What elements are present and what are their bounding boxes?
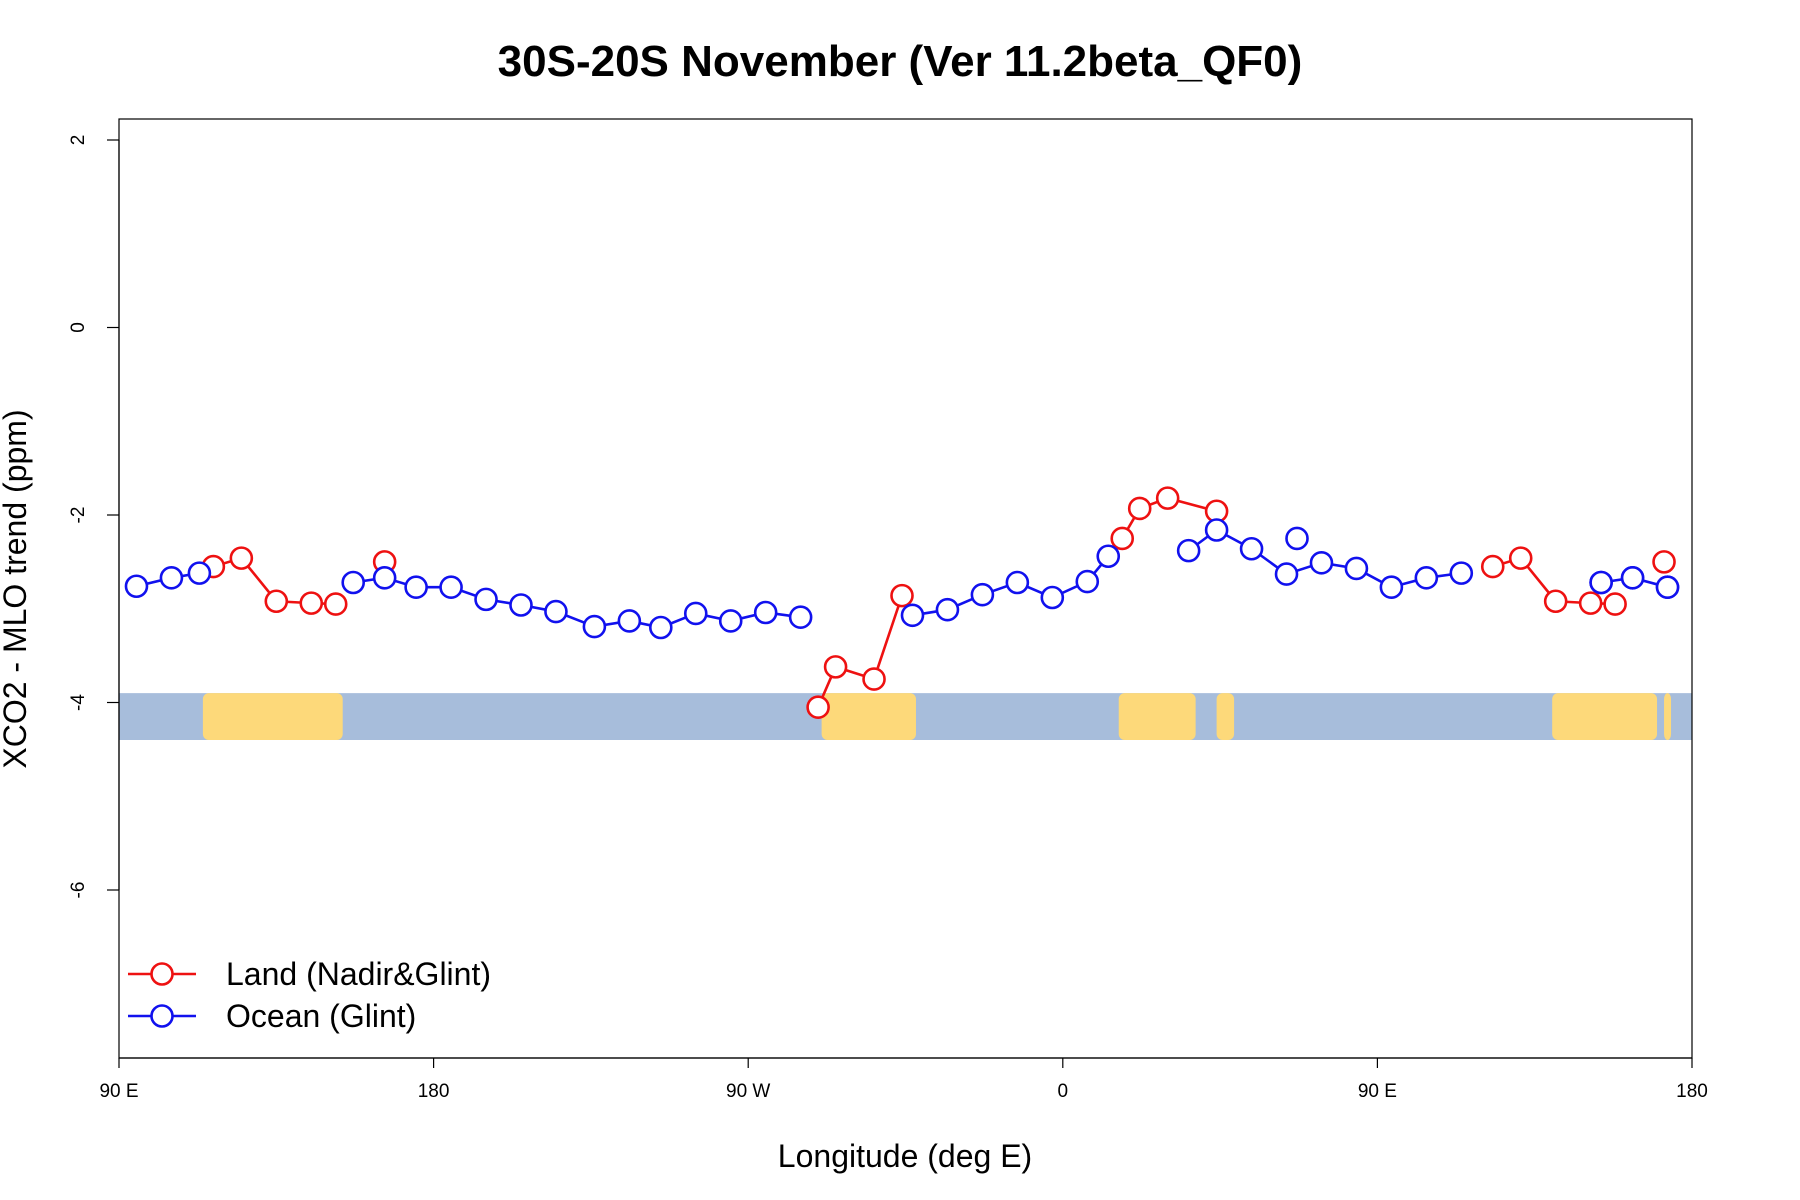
land-point-2-2 — [862, 667, 886, 691]
ocean-point-1-12 — [753, 600, 778, 625]
x-axis: 90 E 180 90 W 0 90 E 180 — [99, 1057, 1708, 1102]
ocean-point-0-1 — [159, 566, 184, 590]
legend-land-label: Land (Nadir&Glint) — [226, 956, 491, 992]
y-tick-label-0: 2 — [68, 135, 89, 146]
ocean-point-2-3 — [1005, 570, 1030, 595]
land-point-2-1 — [823, 655, 848, 679]
legend-ocean-marker — [150, 1004, 174, 1028]
land-point-wrap-0 — [1480, 554, 1505, 579]
map-band-land-6 — [1664, 693, 1672, 740]
ocean-point-1-3 — [439, 575, 463, 599]
map-band-land-0 — [202, 693, 343, 740]
x-tick-label-5: 180 — [1676, 1081, 1708, 1102]
ocean-point-1-10 — [683, 601, 708, 626]
y-axis-label: XCO2 - MLO trend (ppm) — [0, 409, 33, 768]
ocean-point-top-0 — [1589, 570, 1613, 595]
map-band-land-2 — [1118, 693, 1196, 740]
ocean-point-1-8 — [617, 609, 642, 633]
x-tick-label-3: 0 — [1058, 1081, 1069, 1102]
ocean-point-1-4 — [474, 587, 498, 612]
map-band-land-4 — [309, 693, 314, 740]
ocean-point-4-5 — [1344, 556, 1369, 581]
ocean-point-1-7 — [582, 614, 607, 639]
ocean-point-top-1 — [1620, 566, 1645, 590]
legend-land-marker — [150, 962, 174, 986]
ocean-point-2-2 — [970, 582, 995, 607]
y-axis: 2 0 -2 -4 -6 — [68, 135, 120, 899]
ocean-point-2-5 — [1075, 569, 1100, 594]
legend-ocean-label: Ocean (Glint) — [226, 998, 416, 1034]
ocean-point-4-1 — [1204, 518, 1229, 542]
ocean-point-1-6 — [544, 599, 568, 624]
land-point-2-3 — [890, 583, 914, 608]
chart-title: 30S-20S November (Ver 11.2beta_QF0) — [498, 37, 1303, 86]
legend: Land (Nadir&Glint) Ocean (Glint) — [128, 956, 491, 1034]
legend-entry-land: Land (Nadir&Glint) — [128, 956, 491, 992]
y-tick-label-2: -2 — [68, 507, 89, 524]
map-band-land-5 — [1552, 693, 1658, 740]
land-point-wrap-4 — [1603, 592, 1627, 616]
ocean-point-0-0 — [124, 574, 149, 599]
x-axis-label: Longitude (deg E) — [778, 1138, 1032, 1174]
ocean-point-1-13 — [788, 605, 813, 629]
land-line-3 — [1121, 496, 1217, 540]
ocean-point-1-5 — [509, 593, 533, 617]
ocean-point-1-0 — [341, 570, 366, 595]
ocean-point-2-1 — [935, 597, 960, 622]
land-point-0-3 — [299, 591, 324, 615]
ocean-point-4-0 — [1176, 538, 1201, 563]
ocean-point-4-3 — [1274, 562, 1299, 586]
ocean-point-0-2 — [187, 561, 212, 585]
land-point-3-1 — [1127, 496, 1152, 521]
ocean-point-4-2 — [1239, 536, 1264, 561]
land-point-3-2 — [1155, 486, 1180, 510]
map-band-land-1 — [821, 693, 916, 740]
land-point-wrap-2 — [1543, 589, 1568, 614]
x-tick-label-2: 90 W — [726, 1081, 770, 1102]
ocean-point-1-1 — [372, 566, 397, 590]
land-point-0-4 — [323, 592, 348, 616]
ocean-point-2-6 — [1096, 544, 1121, 569]
ocean-point-1-2 — [404, 575, 428, 599]
ocean-point-4-4 — [1309, 551, 1334, 575]
x-tick-label-4: 90 E — [1358, 1081, 1397, 1102]
y-tick-label-1: 0 — [68, 322, 89, 333]
y-tick-label-4: -6 — [68, 882, 89, 899]
land-point-wrap-5 — [1652, 550, 1676, 574]
land-point-0-2 — [264, 589, 289, 614]
ocean-point-1-11 — [718, 609, 743, 633]
ocean-point-1-9 — [649, 615, 673, 640]
land-point-3-0 — [1110, 526, 1135, 551]
series-layer — [124, 486, 1680, 719]
ocean-point-3-0 — [1285, 526, 1309, 551]
ocean-point-top-2 — [1655, 575, 1680, 599]
x-tick-label-1: 180 — [418, 1081, 450, 1102]
land-point-2-0 — [806, 695, 830, 719]
ocean-point-2-0 — [900, 603, 925, 628]
ocean-point-2-4 — [1040, 585, 1065, 610]
land-point-wrap-3 — [1578, 591, 1603, 615]
x-tick-label-0: 90 E — [99, 1081, 138, 1102]
land-point-0-1 — [229, 546, 254, 570]
y-tick-label-3: -4 — [68, 694, 89, 711]
land-line-2 — [816, 595, 904, 708]
ocean-point-4-8 — [1449, 561, 1474, 585]
legend-entry-ocean: Ocean (Glint) — [128, 998, 416, 1034]
ocean-point-4-7 — [1414, 566, 1439, 590]
land-point-wrap-1 — [1508, 546, 1533, 570]
ocean-point-4-6 — [1379, 575, 1404, 599]
map-band — [119, 693, 1692, 740]
map-band-land-3 — [1216, 693, 1235, 740]
